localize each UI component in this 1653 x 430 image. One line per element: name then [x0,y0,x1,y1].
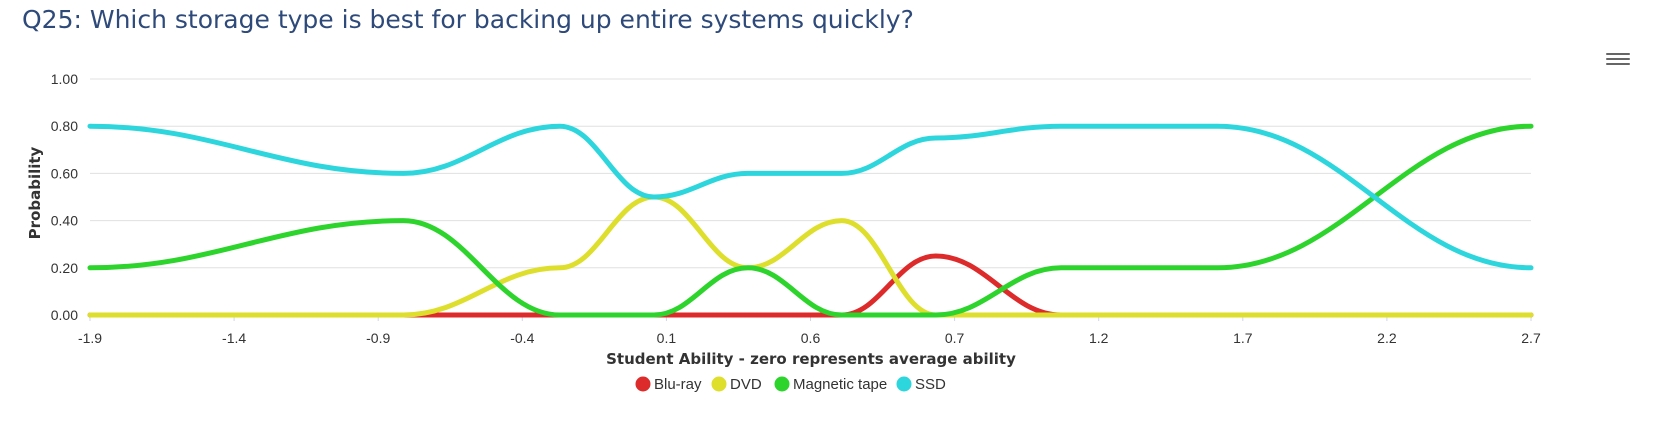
legend-item-magnetic-tape[interactable]: Magnetic tape [774,376,888,393]
x-tick-label: -0.4 [510,330,534,346]
legend-marker [896,376,912,392]
legend-item-dvd[interactable]: DVD [711,376,762,393]
series-lines [87,123,1534,318]
legend-marker [635,376,651,392]
y-axis-ticks: 0.00 0.20 0.40 0.60 0.80 1.00 [51,71,78,323]
legend: Blu-ray DVD Magnetic tape SSD [635,376,947,393]
legend-item-ssd[interactable]: SSD [896,376,947,393]
x-tick-label: -1.4 [222,330,246,346]
y-tick-label: 1.00 [51,71,78,87]
x-axis-title: Student Ability - zero represents averag… [606,350,1016,368]
legend-marker [711,376,727,392]
y-tick-label: 0.00 [51,307,78,323]
series-line-magnetic-tape[interactable] [87,123,1534,318]
y-tick-label: 0.40 [51,213,78,229]
x-tick-label: 0.7 [945,330,965,346]
hamburger-menu-icon[interactable] [1606,50,1630,70]
x-tick-label: 1.7 [1233,330,1253,346]
x-tick-label: 1.2 [1089,330,1109,346]
legend-label: SSD [915,376,946,393]
legend-item-blu-ray[interactable]: Blu-ray [635,376,703,393]
legend-label: DVD [730,376,762,393]
x-tick-label: 2.7 [1521,330,1541,346]
x-tick-label: 0.1 [657,330,677,346]
y-tick-label: 0.80 [51,118,78,134]
x-tick-label: -0.9 [366,330,390,346]
series-line-dvd[interactable] [87,194,1534,318]
legend-marker [774,376,790,392]
x-tick-label: -1.9 [78,330,102,346]
series-line-ssd[interactable] [87,123,1534,271]
x-tick-label: 2.2 [1377,330,1397,346]
grid-lines [90,78,1531,316]
chart-title: Q25: Which storage type is best for back… [22,5,914,34]
y-tick-label: 0.60 [51,165,78,181]
legend-label: Blu-ray [654,376,702,393]
legend-label: Magnetic tape [793,376,887,393]
x-tick-label: 0.6 [801,330,821,346]
y-tick-label: 0.20 [51,260,78,276]
y-axis-title: Probability [26,146,44,239]
x-axis-ticks: -1.9 -1.4 -0.9 -0.4 0.1 0.6 0.7 1.2 1.7 2.2 2.7 [78,315,1541,346]
